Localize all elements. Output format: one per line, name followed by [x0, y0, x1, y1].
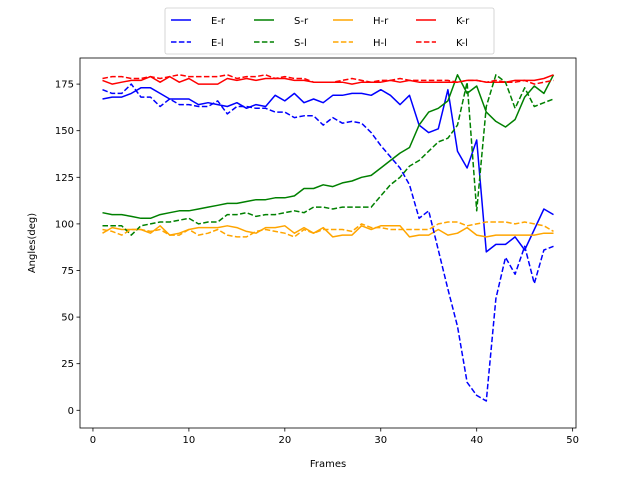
legend-label-k-l: K-l: [456, 38, 468, 49]
y-tick-label: 175: [55, 80, 74, 91]
series-line-k-l: [102, 74, 554, 85]
series-line-e-r: [102, 87, 554, 253]
y-tick-label: 25: [61, 359, 74, 370]
legend-label-k-r: K-r: [456, 16, 470, 27]
legend-label-e-r: E-r: [211, 16, 226, 27]
series-line-e-l: [102, 83, 554, 402]
series-line-h-r: [102, 225, 554, 238]
x-tick-label: 10: [183, 435, 196, 446]
y-axis: 0 25 50 75 100 125 150 175: [55, 80, 80, 417]
legend-label-h-l: H-l: [373, 38, 387, 49]
y-tick-label: 0: [68, 406, 74, 417]
legend: E-r S-r H-r K-r E-l S-l H-l K-l: [164, 7, 495, 55]
y-tick-label: 125: [55, 173, 74, 184]
x-axis-label: Frames: [310, 459, 346, 470]
y-tick-label: 50: [61, 313, 74, 324]
x-axis: 0 10 20 30 40 50: [90, 428, 579, 446]
plot-frame: [79, 57, 577, 429]
y-tick-label: 100: [55, 219, 74, 230]
series-line-s-l: [102, 74, 554, 236]
plot-lines: [102, 74, 555, 402]
legend-label-e-l: E-l: [211, 38, 224, 49]
legend-frame: [164, 7, 495, 55]
series-line-s-r: [102, 74, 555, 220]
legend-label-s-l: S-l: [294, 38, 307, 49]
legend-label-s-r: S-r: [294, 16, 309, 27]
legend-label-h-r: H-r: [373, 16, 389, 27]
x-tick-label: 30: [374, 435, 387, 446]
x-tick-label: 40: [470, 435, 483, 446]
y-tick-label: 75: [61, 266, 74, 277]
x-tick-label: 0: [90, 435, 96, 446]
y-axis-label: Angles(deg): [27, 213, 38, 273]
x-tick-label: 20: [278, 435, 291, 446]
series-line-h-l: [102, 221, 554, 238]
y-tick-label: 150: [55, 126, 74, 137]
x-tick-label: 50: [566, 435, 579, 446]
